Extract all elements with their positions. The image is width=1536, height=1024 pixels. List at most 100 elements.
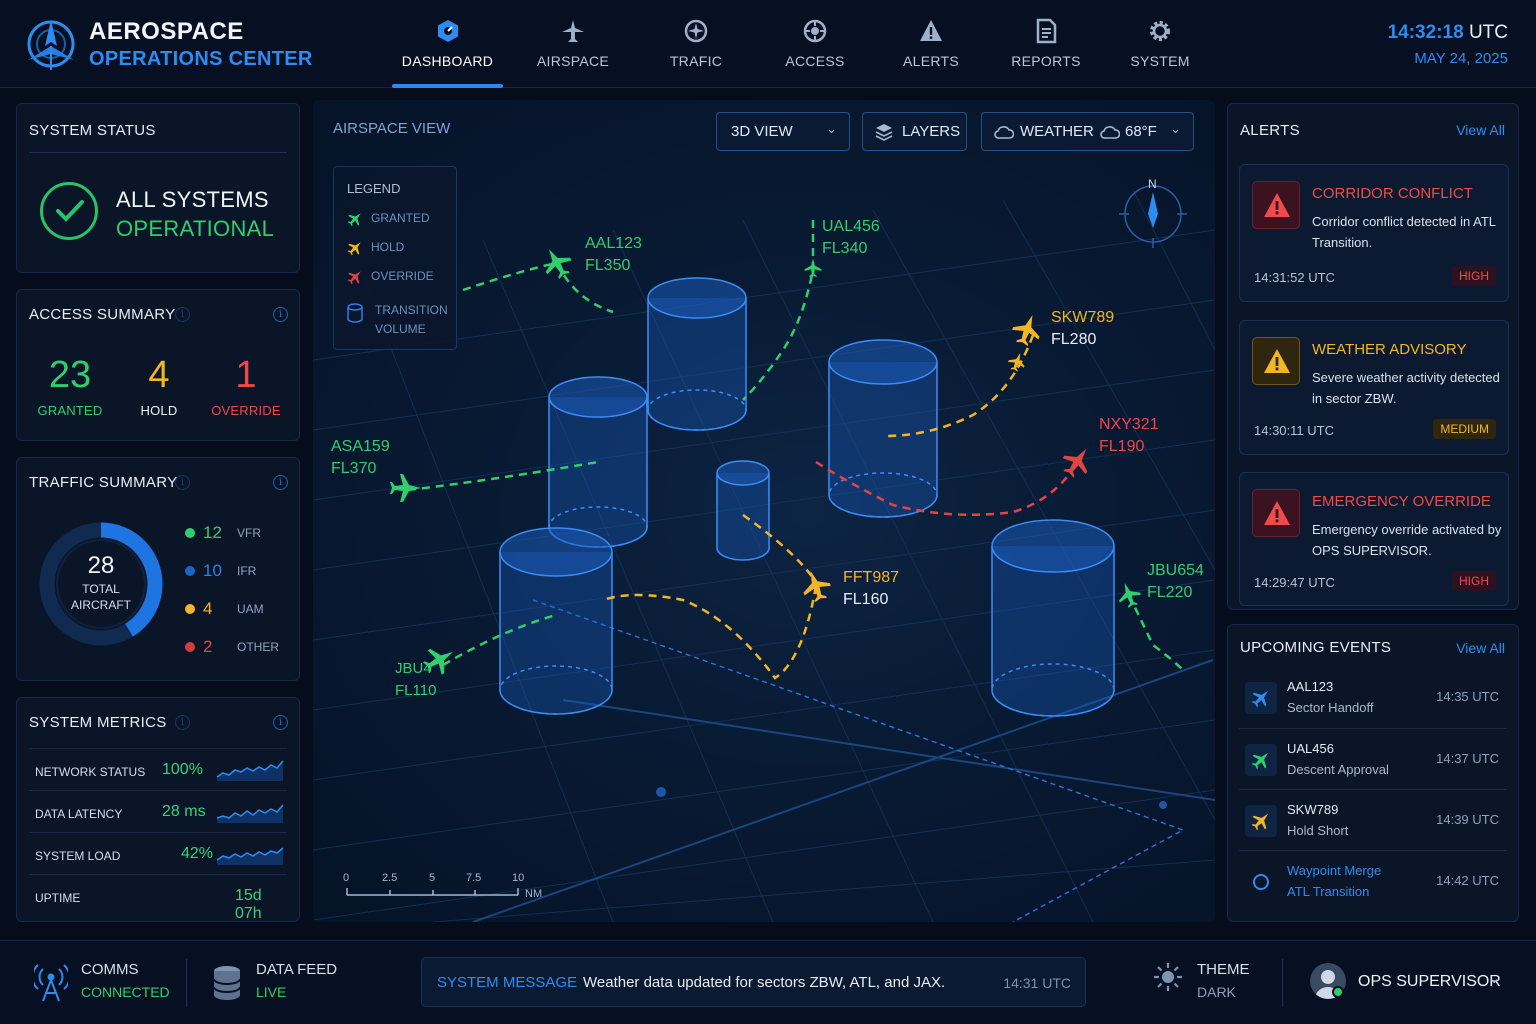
warning-icon	[1252, 181, 1300, 229]
data-feed-status: DATA FEED LIVE	[256, 961, 337, 1000]
nav-access[interactable]: ACCESS	[772, 0, 858, 88]
weather-select[interactable]: WEATHER 68°F ⌄	[981, 112, 1194, 151]
event-row[interactable]: AAL123 Sector Handoff 14:35 UTC	[1239, 667, 1507, 728]
warning-icon	[1252, 489, 1300, 537]
dashboard-icon	[437, 20, 458, 42]
view-mode-select[interactable]: 3D VIEW ⌄	[716, 112, 850, 151]
scale-unit: NM	[525, 888, 543, 900]
status-line-1: ALL SYSTEMS	[116, 187, 269, 212]
flight-label[interactable]: UAL456 FL340	[822, 216, 880, 260]
theme-value: DARK	[1197, 984, 1236, 1000]
event-row[interactable]: Waypoint Merge ATL Transition 14:42 UTC	[1239, 850, 1507, 911]
layers-button[interactable]: LAYERS	[862, 112, 967, 151]
alert-description: Emergency override activated by OPS SUPE…	[1312, 522, 1502, 558]
severity-badge: MEDIUM	[1433, 419, 1496, 439]
event-time: 14:35 UTC	[1436, 689, 1499, 704]
header: AEROSPACE OPERATIONS CENTER DASHBOARD AI…	[0, 0, 1536, 88]
flight-label[interactable]: AAL123 FL350	[585, 233, 642, 277]
panel-title: SYSTEM STATUS	[29, 122, 156, 139]
flight-level: FL190	[1099, 438, 1145, 455]
events-view-all-link[interactable]: View All	[1456, 640, 1505, 656]
logo-icon	[24, 16, 78, 77]
brand-title: AEROSPACE	[89, 18, 244, 45]
weather-temp: 68°F	[1125, 123, 1157, 140]
info-icon[interactable]: i	[273, 715, 288, 730]
airspace-scene	[313, 185, 1215, 922]
sun-icon[interactable]	[1152, 961, 1184, 993]
aircraft-granted	[804, 258, 822, 277]
info-icon[interactable]: i	[175, 307, 190, 322]
override-value: 1	[235, 354, 257, 396]
report-icon	[1036, 18, 1057, 44]
nav-alerts[interactable]: ALERTS	[893, 0, 969, 88]
metric-label: UPTIME	[35, 891, 81, 905]
nav-label: SYSTEM	[1130, 53, 1190, 69]
online-status-dot	[1332, 986, 1344, 998]
feed-value: LIVE	[256, 984, 287, 1000]
info-icon[interactable]: i	[273, 475, 288, 490]
clock-time: 14:32:18	[1387, 22, 1464, 43]
event-time: 14:42 UTC	[1436, 873, 1499, 888]
airspace-title: AIRSPACE VIEW	[333, 120, 451, 137]
flight-label[interactable]: ASA159 FL370	[331, 436, 390, 480]
alert-card[interactable]: WEATHER ADVISORY Severe weather activity…	[1239, 320, 1509, 455]
flight-level: FL350	[585, 257, 631, 274]
panel-title: ALERTS	[1240, 122, 1300, 139]
panel-title: TRAFFIC SUMMARY	[29, 474, 178, 491]
theme-toggle[interactable]: THEME DARK	[1197, 961, 1250, 1000]
compass-icon	[1119, 185, 1187, 248]
traffic-row-other: 2 OTHER	[185, 636, 279, 657]
nav-label: DASHBOARD	[401, 53, 494, 69]
divider	[29, 152, 287, 153]
event-row[interactable]: UAL456 Descent Approval 14:37 UTC	[1239, 728, 1507, 789]
metric-value: 100%	[162, 761, 203, 778]
nav-label: TRAFIC	[669, 53, 723, 69]
database-icon	[213, 966, 241, 1000]
legend-title: LEGEND	[347, 181, 401, 196]
nav-airspace[interactable]: AIRSPACE	[528, 0, 618, 88]
footer-bar: COMMS CONNECTED DATA FEED LIVE SYSTEM ME…	[0, 940, 1536, 1024]
chevron-down-icon[interactable]: ⌄	[1488, 970, 1501, 987]
info-icon[interactable]: i	[175, 715, 190, 730]
airspace-icon	[562, 20, 584, 42]
nav-traffic[interactable]: TRAFIC	[650, 0, 742, 88]
flight-label[interactable]: NXY321 FL190	[1099, 414, 1159, 458]
flight-label[interactable]: JBU4 FL110	[395, 658, 436, 702]
theme-label: THEME	[1197, 961, 1250, 978]
user-name[interactable]: OPS SUPERVISOR	[1358, 973, 1501, 990]
flight-label[interactable]: FFT987 FL160	[843, 567, 899, 611]
alerts-panel: ALERTS View All CORRIDOR CONFLICT Corrid…	[1227, 103, 1519, 610]
layers-icon	[875, 124, 893, 141]
flight-callsign: NXY321	[1099, 416, 1159, 433]
event-row[interactable]: SKW789 Hold Short 14:39 UTC	[1239, 789, 1507, 850]
event-subtitle: Descent Approval	[1287, 762, 1389, 777]
plane-icon	[347, 242, 361, 256]
active-tab-indicator	[392, 84, 503, 88]
map-legend: LEGEND GRANTED HOLD OVERRIDE TRANSITION …	[333, 166, 457, 350]
warning-icon	[1252, 337, 1300, 385]
transition-volume	[499, 527, 613, 715]
nav-system[interactable]: SYSTEM	[1124, 0, 1196, 88]
alert-card[interactable]: EMERGENCY OVERRIDE Emergency override ac…	[1239, 472, 1509, 606]
nav-reports[interactable]: REPORTS	[1004, 0, 1088, 88]
nav-dashboard[interactable]: DASHBOARD	[392, 0, 503, 88]
divider	[186, 959, 187, 1007]
system-message-text: Weather data updated for sectors ZBW, AT…	[583, 974, 946, 991]
total-aircraft-value: 28	[87, 552, 115, 579]
flight-callsign: SKW789	[1051, 309, 1115, 326]
system-message-bar: SYSTEM MESSAGE Weather data updated for …	[421, 957, 1086, 1007]
flight-label[interactable]: SKW789 FL280	[1051, 307, 1114, 351]
view-mode-value: 3D VIEW	[731, 123, 793, 140]
alert-card[interactable]: CORRIDOR CONFLICT Corridor conflict dete…	[1239, 164, 1509, 302]
system-message-label: SYSTEM MESSAGE	[437, 974, 578, 991]
metric-value: 28 ms	[162, 803, 206, 820]
info-icon[interactable]: i	[273, 307, 288, 322]
flight-label[interactable]: JBU654 FL220	[1147, 560, 1204, 604]
info-icon[interactable]: i	[175, 475, 190, 490]
alerts-view-all-link[interactable]: View All	[1456, 122, 1505, 138]
airspace-map[interactable]: AIRSPACE VIEW 3D VIEW ⌄ LAYERS WEATHER 6…	[313, 100, 1215, 922]
flight-callsign: JBU4	[395, 660, 432, 677]
comms-status: COMMS CONNECTED	[81, 961, 170, 1000]
alert-description: Corridor conflict detected in ATL Transi…	[1312, 214, 1496, 250]
status-dot	[185, 527, 195, 538]
